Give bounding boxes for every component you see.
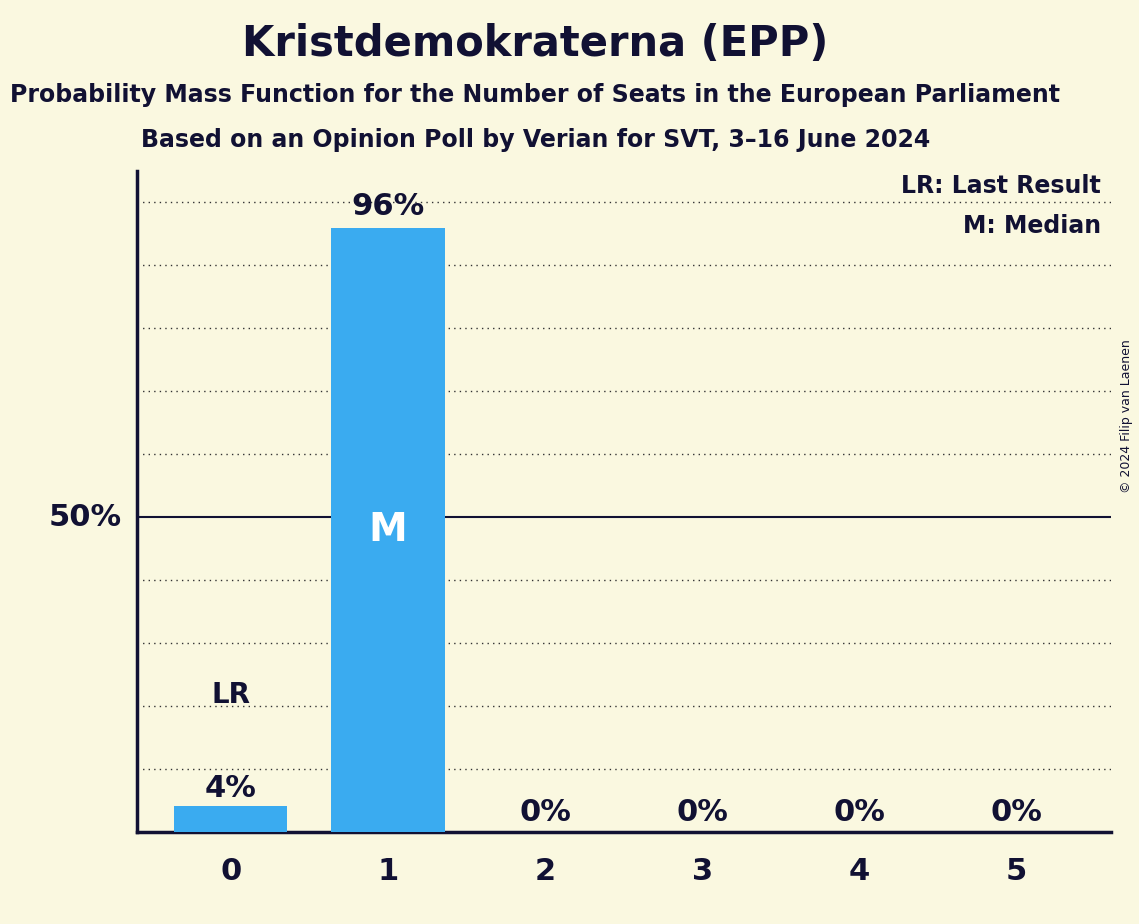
Text: 0%: 0%	[990, 797, 1042, 827]
Text: 0%: 0%	[519, 797, 571, 827]
Text: © 2024 Filip van Laenen: © 2024 Filip van Laenen	[1121, 339, 1133, 492]
Text: 0%: 0%	[834, 797, 885, 827]
Text: 96%: 96%	[351, 192, 425, 221]
Text: M: Median: M: Median	[962, 213, 1100, 237]
Text: Probability Mass Function for the Number of Seats in the European Parliament: Probability Mass Function for the Number…	[10, 83, 1060, 107]
Text: LR: Last Result: LR: Last Result	[901, 175, 1100, 199]
Bar	[174, 807, 287, 832]
Text: 0%: 0%	[677, 797, 728, 827]
Text: Kristdemokraterna (EPP): Kristdemokraterna (EPP)	[243, 23, 828, 65]
Text: LR: LR	[212, 681, 251, 709]
Text: Based on an Opinion Poll by Verian for SVT, 3–16 June 2024: Based on an Opinion Poll by Verian for S…	[141, 128, 929, 152]
Text: 4%: 4%	[205, 774, 257, 803]
Text: M: M	[369, 511, 408, 549]
Text: 50%: 50%	[49, 503, 122, 531]
Bar	[331, 227, 444, 832]
